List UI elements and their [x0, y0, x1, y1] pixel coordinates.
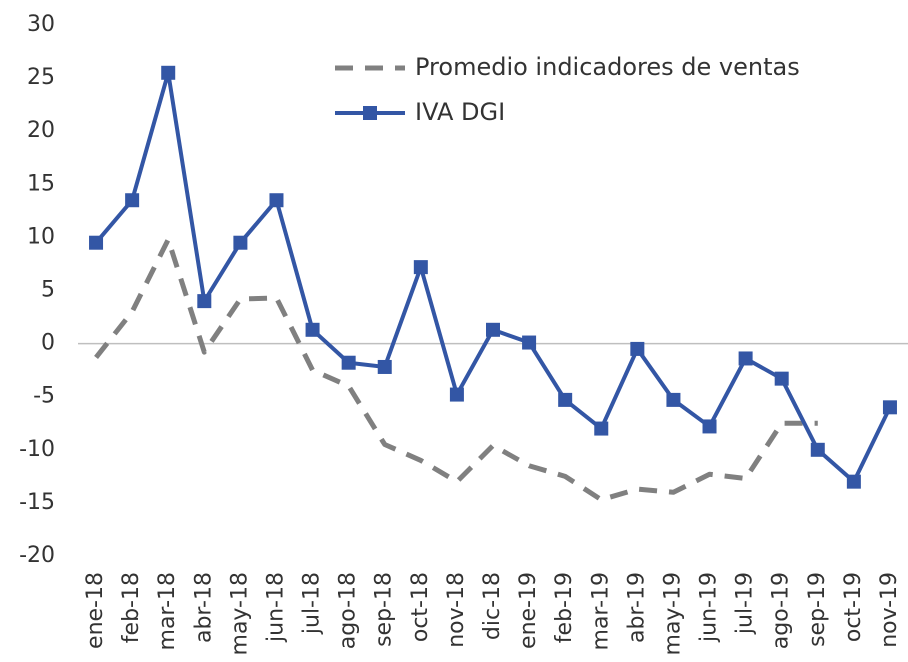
- y-tick-label: 20: [27, 118, 55, 143]
- x-tick-label: jul-18: [300, 572, 325, 635]
- x-tick-label: abr-19: [624, 572, 649, 643]
- x-tick-label: nov-19: [877, 572, 902, 648]
- marker: [846, 474, 861, 489]
- x-tick-label: ene-19: [516, 572, 541, 649]
- marker: [449, 387, 464, 402]
- legend-marker: [363, 106, 377, 120]
- y-tick-label: 30: [27, 12, 55, 37]
- x-tick-label: mar-19: [588, 572, 613, 650]
- marker: [89, 235, 104, 250]
- y-tick-label: 25: [27, 65, 55, 90]
- x-tick-label: may-18: [227, 572, 252, 655]
- x-tick-label: sep-19: [805, 572, 830, 647]
- y-tick-label: -5: [33, 384, 55, 409]
- x-tick-label: jun-18: [263, 572, 288, 643]
- marker: [810, 442, 825, 457]
- x-tick-label: feb-19: [552, 572, 577, 643]
- marker: [666, 392, 681, 407]
- y-tick-label: -10: [19, 437, 55, 462]
- x-tick-label: jun-19: [697, 572, 722, 643]
- marker: [486, 322, 500, 337]
- marker: [774, 371, 789, 386]
- y-tick-label: 0: [41, 331, 55, 356]
- x-tick-label: mar-18: [155, 572, 180, 650]
- x-tick-label: dic-18: [480, 572, 505, 640]
- series-line: [94, 237, 818, 503]
- x-tick-label: ene-18: [83, 572, 108, 649]
- x-tick-label: ago-18: [336, 572, 361, 649]
- y-tick-label: 5: [41, 278, 55, 303]
- marker: [125, 193, 140, 208]
- x-tick-label: nov-18: [444, 572, 469, 648]
- marker: [197, 294, 212, 309]
- x-tick-label: ago-19: [769, 572, 794, 649]
- marker: [413, 260, 428, 275]
- x-tick-label: oct-19: [841, 572, 866, 642]
- marker: [269, 193, 284, 208]
- legend-label: Promedio indicadores de ventas: [415, 53, 800, 81]
- marker: [630, 341, 645, 356]
- y-tick-label: 15: [27, 171, 55, 196]
- marker: [558, 392, 573, 407]
- marker: [594, 421, 609, 436]
- marker: [522, 335, 537, 350]
- marker: [377, 359, 392, 374]
- x-tick-label: abr-18: [191, 572, 216, 643]
- y-tick-label: -15: [19, 490, 55, 515]
- legend-label: IVA DGI: [415, 98, 505, 126]
- x-tick-label: feb-18: [119, 572, 144, 643]
- marker: [882, 400, 897, 415]
- marker: [305, 322, 320, 337]
- x-tick-label: jul-19: [733, 572, 758, 635]
- marker: [341, 355, 356, 370]
- series-line: [94, 70, 892, 484]
- y-tick-label: -20: [19, 543, 55, 568]
- x-tick-label: sep-18: [372, 572, 397, 647]
- x-tick-label: oct-18: [408, 572, 433, 642]
- marker: [233, 235, 248, 250]
- marker: [738, 351, 753, 366]
- marker: [702, 419, 717, 434]
- y-tick-label: 10: [27, 224, 55, 249]
- marker: [161, 65, 176, 80]
- x-tick-label: may-19: [660, 572, 685, 655]
